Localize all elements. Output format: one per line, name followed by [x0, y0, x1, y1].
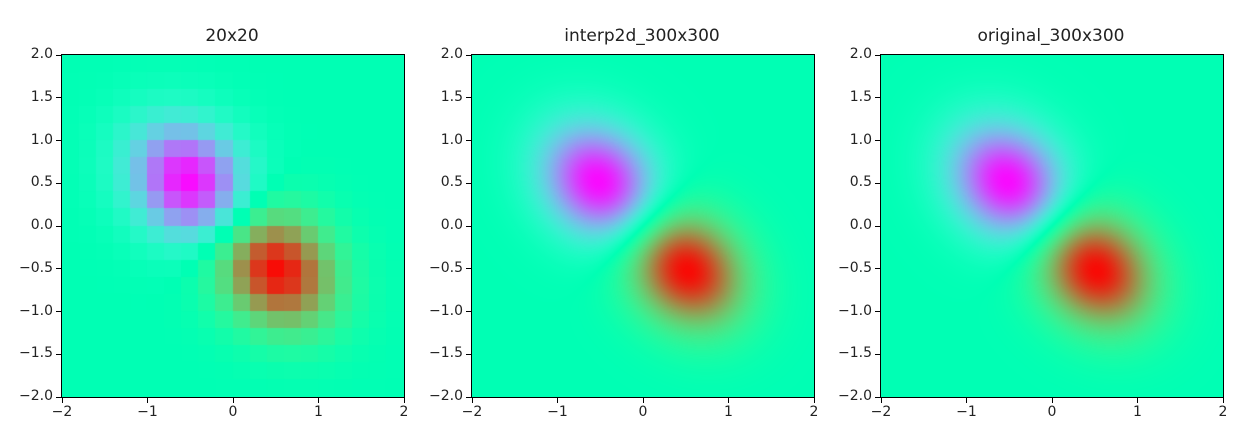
y-tick-label: −2.0	[838, 388, 872, 404]
x-tick-label: 0	[638, 404, 648, 420]
x-tick-label: −1	[956, 404, 977, 420]
x-tick-mark	[1137, 398, 1138, 403]
y-tick-label: −0.5	[838, 259, 872, 276]
x-tick-label: 1	[724, 404, 733, 420]
heatmap-canvas	[472, 55, 814, 397]
chart-panel-2: interp2d_300x300 −2 −1 0 1 2 −2.0 −1.5 −1.0 −0.5…	[0, 0, 818, 447]
chart-title: 20x20	[205, 26, 259, 46]
y-tick-label: 0.0	[440, 217, 463, 233]
x-tick-label: 0	[1047, 404, 1057, 420]
x-tick-mark	[966, 398, 967, 403]
y-tick-label: −0.5	[429, 259, 463, 276]
y-tick-label: 2.0	[849, 46, 872, 62]
x-tick-label: −2	[870, 404, 892, 420]
y-tick-label: 1.5	[849, 88, 872, 105]
x-tick-mark	[1222, 398, 1224, 403]
plot-area	[471, 54, 815, 398]
y-tick-label: −2.0	[429, 388, 463, 404]
x-tick-label: −1	[547, 404, 568, 420]
x-tick-mark	[728, 398, 729, 403]
y-tick-label: 0.5	[440, 174, 463, 191]
y-tick-label: 1.0	[440, 131, 463, 148]
y-tick-label: 0.5	[849, 174, 872, 191]
y-tick-label: −1.5	[838, 345, 872, 362]
y-tick-label: −1.0	[429, 302, 463, 319]
y-tick-label: −1.0	[838, 302, 872, 319]
plot-area	[880, 54, 1224, 398]
x-tick-label: 1	[1133, 404, 1142, 420]
x-tick-label: 2	[1218, 404, 1228, 420]
x-tick-label: −2	[461, 404, 483, 420]
y-tick-label: 0.0	[849, 217, 872, 233]
x-tick-mark	[1051, 398, 1053, 403]
y-tick-label: −1.5	[429, 345, 463, 362]
x-tick-mark	[557, 398, 558, 403]
y-tick-label: 1.0	[849, 131, 872, 148]
x-tick-mark	[471, 398, 473, 403]
x-tick-mark	[813, 398, 815, 403]
heatmap-canvas	[881, 55, 1223, 397]
y-tick-label: 2.0	[440, 46, 463, 62]
heatmap-canvas	[62, 55, 404, 397]
y-tick-label: 1.5	[440, 88, 463, 105]
chart-title: interp2d_300x300	[564, 26, 720, 46]
x-tick-mark	[880, 398, 882, 403]
x-tick-mark	[642, 398, 644, 403]
chart-title: original_300x300	[977, 26, 1125, 46]
x-tick-label: 2	[809, 404, 819, 420]
plot-area	[61, 54, 405, 398]
